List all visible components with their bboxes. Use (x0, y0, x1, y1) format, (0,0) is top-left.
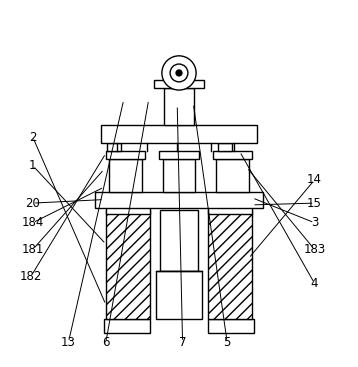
Circle shape (170, 64, 188, 82)
Text: 20: 20 (25, 197, 40, 210)
Text: 183: 183 (303, 243, 326, 256)
Text: 7: 7 (179, 336, 186, 349)
Text: 1: 1 (29, 159, 37, 172)
Text: 181: 181 (21, 243, 44, 256)
Bar (164, 88, 194, 125)
Bar (106, 151, 145, 159)
Text: 13: 13 (61, 336, 76, 349)
Bar (156, 271, 202, 319)
Text: 182: 182 (20, 270, 42, 283)
Text: 4: 4 (311, 277, 318, 290)
Bar (163, 159, 195, 192)
Bar (154, 80, 204, 88)
Bar (110, 159, 141, 192)
Text: 3: 3 (311, 216, 318, 229)
Bar (208, 210, 252, 319)
Text: 15: 15 (307, 197, 322, 210)
Bar (218, 143, 232, 151)
Bar (106, 210, 150, 319)
Bar (217, 159, 248, 192)
Bar (107, 143, 121, 151)
Circle shape (162, 56, 196, 90)
Text: 184: 184 (21, 216, 44, 229)
Bar (208, 205, 252, 214)
Bar (159, 151, 199, 159)
Bar (104, 319, 150, 333)
Text: 14: 14 (307, 174, 322, 186)
Bar (208, 319, 254, 333)
Text: 6: 6 (102, 336, 110, 349)
Text: 5: 5 (223, 336, 231, 349)
Bar (101, 125, 257, 143)
Bar (213, 151, 252, 159)
Bar (160, 210, 198, 271)
Bar (95, 192, 263, 208)
Circle shape (176, 70, 182, 76)
Bar (106, 205, 150, 214)
Text: 2: 2 (29, 131, 37, 143)
